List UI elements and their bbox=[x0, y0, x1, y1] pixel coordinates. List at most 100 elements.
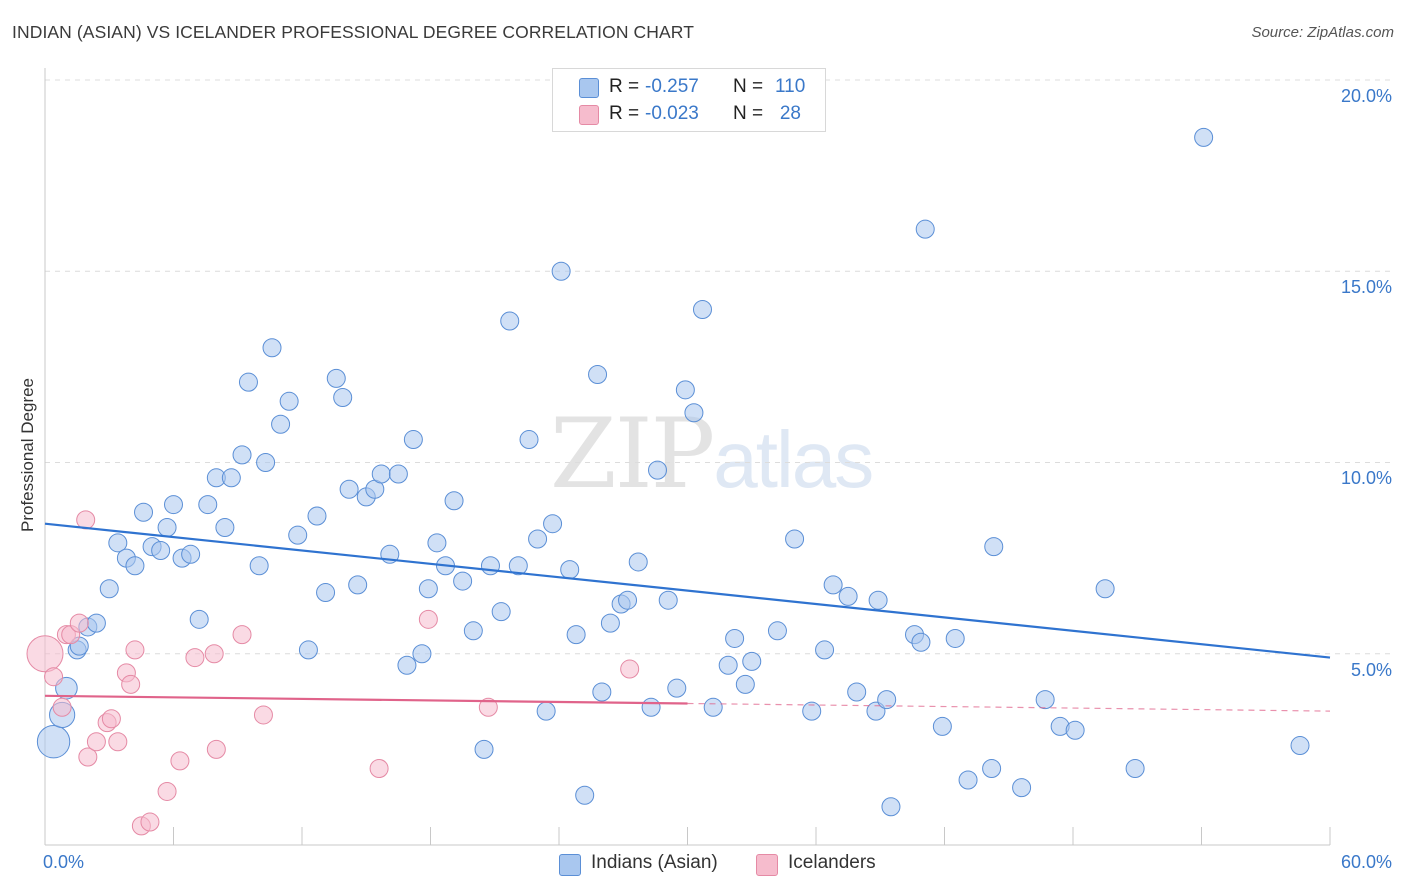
icelanders-point bbox=[253, 705, 273, 725]
indians-asian-point bbox=[881, 797, 901, 817]
indians-asian-point bbox=[718, 655, 738, 675]
icelanders-point bbox=[620, 659, 640, 679]
indians-asian-point bbox=[658, 590, 678, 610]
icelanders-point bbox=[108, 732, 128, 752]
indians-asian-point bbox=[519, 430, 539, 450]
indians-asian-point bbox=[348, 575, 368, 595]
indians-asian-point bbox=[86, 613, 106, 633]
indians-asian-point bbox=[189, 609, 209, 629]
legend-r-value: -0.257 bbox=[645, 76, 699, 97]
icelanders-point bbox=[52, 697, 72, 717]
indians-asian-point bbox=[444, 491, 464, 511]
indians-asian-point bbox=[911, 632, 931, 652]
indians-asian-point bbox=[588, 365, 608, 385]
indians-asian-point bbox=[125, 556, 145, 576]
icelanders-point bbox=[78, 747, 98, 767]
x-tick-label-max: 60.0% bbox=[1340, 852, 1392, 872]
indians-asian-point bbox=[982, 759, 1002, 778]
indians-asian-point bbox=[427, 533, 447, 553]
indians-asian-point bbox=[388, 464, 408, 484]
legend-r-value: -0.023 bbox=[645, 103, 699, 124]
indians-asian-point bbox=[279, 391, 299, 411]
indians-asian-point bbox=[36, 725, 71, 759]
icelanders-point bbox=[101, 709, 121, 729]
indians-asian-point bbox=[1065, 720, 1085, 740]
legend-n-label: N = bbox=[733, 76, 764, 97]
indians-asian-point bbox=[134, 502, 154, 522]
indians-asian-point bbox=[735, 674, 755, 694]
indians-asian-point bbox=[667, 678, 687, 698]
stats-legend: R = -0.257 N = 110 R = -0.023 N = 28 bbox=[552, 68, 826, 132]
indians-asian-point bbox=[249, 556, 269, 576]
indians-asian-point bbox=[684, 403, 704, 423]
legend-swatch-indians bbox=[579, 78, 599, 98]
indians-asian-point bbox=[508, 556, 528, 576]
legend-swatch-icelanders bbox=[579, 105, 599, 125]
indians-asian-point bbox=[480, 556, 500, 576]
indians-asian-point bbox=[339, 479, 359, 499]
indians-asian-point bbox=[1095, 579, 1115, 599]
indians-asian-point bbox=[767, 621, 787, 641]
indians-asian-point bbox=[221, 468, 241, 488]
indians-asian-point bbox=[802, 701, 822, 721]
y-tick-label: 5.0% bbox=[1350, 660, 1392, 680]
icelanders-trend-extension bbox=[687, 702, 1331, 712]
indians-asian-point bbox=[915, 219, 935, 239]
indians-asian-point bbox=[397, 655, 417, 675]
indians-asian-point bbox=[288, 525, 308, 545]
indians-asian-point bbox=[307, 506, 327, 526]
indians-asian-point bbox=[316, 583, 336, 603]
indians-asian-point bbox=[536, 701, 556, 721]
icelanders-point bbox=[232, 625, 252, 645]
indians-asian-point bbox=[785, 529, 805, 549]
indians-asian-point bbox=[932, 716, 952, 736]
indians-asian-point bbox=[838, 586, 858, 606]
indians-asian-point bbox=[868, 590, 888, 610]
indians-asian-point bbox=[675, 380, 695, 400]
indians-asian-point bbox=[238, 372, 258, 392]
indians-asian-point bbox=[984, 537, 1004, 557]
indians-asian-point bbox=[333, 387, 353, 407]
indians-asian-point bbox=[600, 613, 620, 633]
indians-asian-point bbox=[403, 430, 423, 450]
indians-asian-point bbox=[551, 261, 571, 281]
indians-asian-point bbox=[575, 785, 595, 805]
y-tick-label: 10.0% bbox=[1340, 468, 1392, 488]
legend-row-indians: R = -0.257 N = 110 bbox=[553, 75, 825, 101]
indians-asian-point bbox=[648, 460, 668, 480]
legend-row-icelanders: R = -0.023 N = 28 bbox=[553, 102, 825, 128]
icelanders-point bbox=[76, 510, 96, 530]
icelanders-trend-line bbox=[44, 694, 688, 705]
indians-asian-point bbox=[99, 579, 119, 599]
icelanders-point bbox=[418, 609, 438, 629]
bottom-legend-swatch bbox=[756, 854, 778, 876]
chart-title: INDIAN (ASIAN) VS ICELANDER PROFESSIONAL… bbox=[12, 22, 694, 42]
legend-n-label: N = bbox=[733, 103, 764, 124]
indians-asian-trend-line bbox=[44, 522, 1331, 659]
indians-asian-point bbox=[463, 621, 483, 641]
indians-asian-point bbox=[528, 529, 548, 549]
y-tick-label: 15.0% bbox=[1340, 277, 1392, 297]
indians-asian-point bbox=[703, 697, 723, 717]
indians-asian-point bbox=[618, 590, 638, 610]
indians-asian-point bbox=[566, 625, 586, 645]
icelanders-point bbox=[204, 644, 224, 664]
indians-asian-point bbox=[232, 445, 252, 465]
indians-asian-point bbox=[181, 544, 201, 564]
icelanders-point bbox=[26, 635, 64, 673]
indians-asian-point bbox=[271, 414, 291, 434]
indians-asian-point bbox=[215, 518, 235, 538]
bottom-legend-swatch bbox=[559, 854, 581, 876]
source-label: Source: ZipAtlas.com bbox=[1251, 24, 1394, 41]
indians-asian-point bbox=[157, 518, 177, 538]
legend-n-value: 110 bbox=[775, 76, 806, 97]
indians-asian-point bbox=[815, 640, 835, 660]
indians-asian-point bbox=[592, 682, 612, 702]
legend-r-label: R = bbox=[609, 103, 640, 124]
indians-asian-point bbox=[641, 697, 661, 717]
indians-asian-point bbox=[108, 533, 128, 553]
indians-asian-point bbox=[543, 514, 563, 534]
indians-asian-point bbox=[560, 560, 580, 580]
icelanders-point bbox=[206, 739, 226, 759]
